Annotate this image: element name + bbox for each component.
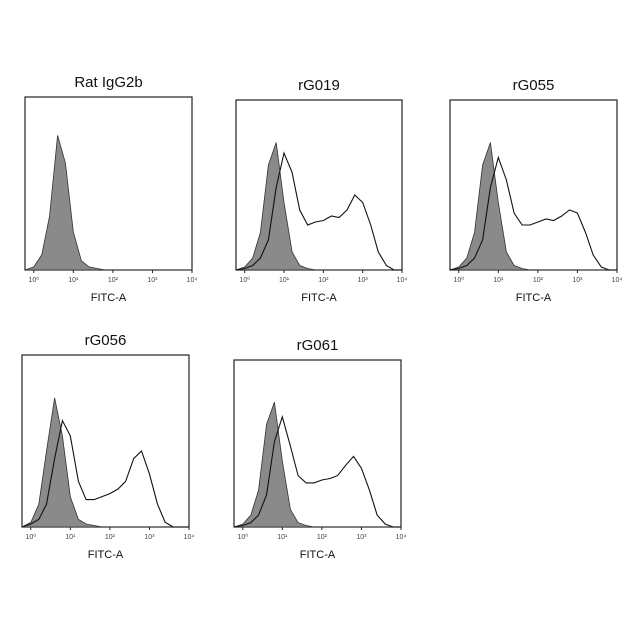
x-tick-label: 10⁴ <box>184 534 195 541</box>
x-axis-label: FITC-A <box>516 292 552 304</box>
x-tick-label: 10¹ <box>279 277 290 284</box>
panel-title: rG056 <box>85 332 127 349</box>
panel-title: rG061 <box>297 337 339 354</box>
x-tick-label: 10¹ <box>68 277 79 284</box>
x-axis-label: FITC-A <box>301 292 337 304</box>
x-tick-label: 10⁴ <box>397 277 408 284</box>
x-tick-label: 10⁰ <box>453 276 464 284</box>
x-tick-label: 10¹ <box>65 534 76 541</box>
isotype-area <box>25 135 192 270</box>
x-axis-label: FITC-A <box>88 549 124 561</box>
x-tick-label: 10³ <box>356 534 367 541</box>
x-tick-label: 10⁰ <box>239 276 250 284</box>
x-tick-label: 10⁰ <box>25 533 36 541</box>
x-tick-label: 10¹ <box>277 534 288 541</box>
panel-title: rG055 <box>513 77 555 94</box>
x-tick-label: 10⁴ <box>187 277 198 284</box>
figure: Rat IgG2b FITC-A 10⁰ 10¹ 10² 10³ 10⁴ rG019 FITC-… <box>0 0 640 640</box>
x-tick-label: 10³ <box>147 277 158 284</box>
x-tick-label: 10⁰ <box>28 276 39 284</box>
x-tick-label: 10² <box>317 534 328 541</box>
x-tick-label: 10⁰ <box>237 533 248 541</box>
x-tick-label: 10² <box>318 277 329 284</box>
x-tick-label: 10⁴ <box>396 534 407 541</box>
panel-title: rG019 <box>298 77 340 94</box>
x-tick-label: 10⁴ <box>612 277 623 284</box>
isotype-area <box>22 398 189 527</box>
x-axis-label: FITC-A <box>300 549 336 561</box>
x-tick-label: 10³ <box>144 534 155 541</box>
x-tick-label: 10² <box>108 277 119 284</box>
x-tick-label: 10³ <box>572 277 583 284</box>
x-tick-label: 10¹ <box>493 277 504 284</box>
isotype-area <box>234 402 401 527</box>
panel-title: Rat IgG2b <box>74 74 142 91</box>
x-tick-label: 10² <box>533 277 544 284</box>
x-axis-label: FITC-A <box>91 292 127 304</box>
x-tick-label: 10³ <box>358 277 369 284</box>
isotype-area <box>236 143 402 271</box>
x-tick-label: 10² <box>105 534 116 541</box>
